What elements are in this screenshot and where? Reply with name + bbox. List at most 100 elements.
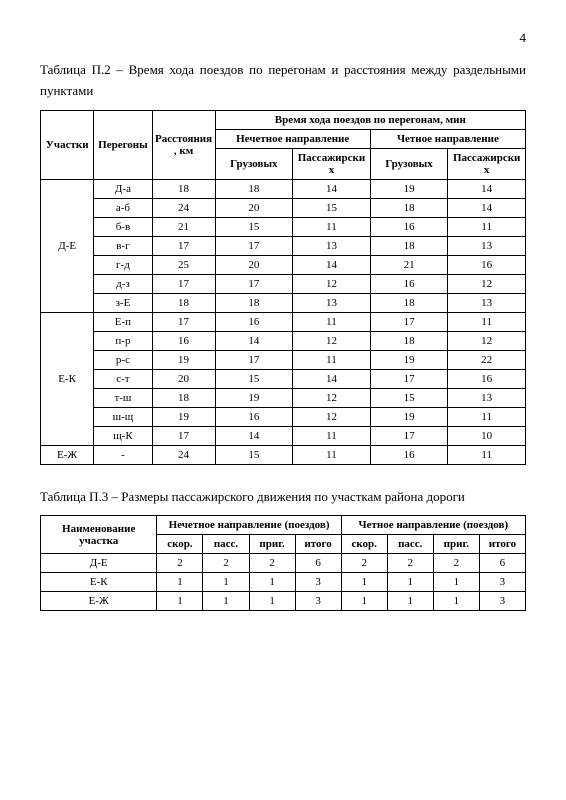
cell: 14 bbox=[293, 255, 371, 274]
cell: 12 bbox=[448, 274, 526, 293]
table-row: в-г1717131813 bbox=[41, 236, 526, 255]
table-row: а-б2420151814 bbox=[41, 198, 526, 217]
cell: 11 bbox=[293, 350, 371, 369]
table-row: ш-щ1916121911 bbox=[41, 407, 526, 426]
cell: 22 bbox=[448, 350, 526, 369]
page-number: 4 bbox=[40, 30, 526, 46]
cell: 19 bbox=[370, 179, 448, 198]
cell: 15 bbox=[215, 217, 293, 236]
cell: 17 bbox=[215, 236, 293, 255]
cell: 10 bbox=[448, 426, 526, 445]
cell: 15 bbox=[370, 388, 448, 407]
cell: 18 bbox=[152, 388, 215, 407]
cell: 11 bbox=[293, 426, 371, 445]
table3: Наименование участка Нечетное направлени… bbox=[40, 515, 526, 611]
cell: р-с bbox=[94, 350, 152, 369]
cell: 13 bbox=[448, 236, 526, 255]
cell: 3 bbox=[295, 573, 341, 592]
cell: б-в bbox=[94, 217, 152, 236]
cell: 11 bbox=[448, 217, 526, 236]
cell: 1 bbox=[249, 573, 295, 592]
cell: 15 bbox=[293, 198, 371, 217]
cell: ш-щ bbox=[94, 407, 152, 426]
cell: 16 bbox=[215, 312, 293, 331]
cell: 11 bbox=[293, 217, 371, 236]
table-row: Е-КЕ-п1716111711 bbox=[41, 312, 526, 331]
cell: 1 bbox=[433, 592, 479, 611]
cell: 18 bbox=[370, 198, 448, 217]
cell: 2 bbox=[203, 554, 249, 573]
th3-even: Четное направление (поездов) bbox=[341, 516, 525, 535]
cell: 14 bbox=[293, 369, 371, 388]
cell: 13 bbox=[293, 293, 371, 312]
th3-total: итого bbox=[295, 535, 341, 554]
cell: з-Е bbox=[94, 293, 152, 312]
cell: 16 bbox=[370, 274, 448, 293]
cell: 19 bbox=[152, 407, 215, 426]
th3-total2: итого bbox=[479, 535, 525, 554]
cell: п-р bbox=[94, 331, 152, 350]
cell: 1 bbox=[341, 573, 387, 592]
th3-pass: пасс. bbox=[203, 535, 249, 554]
cell: 2 bbox=[433, 554, 479, 573]
table-row: Е-Ж-2415111611 bbox=[41, 445, 526, 464]
cell: 11 bbox=[293, 445, 371, 464]
cell: 17 bbox=[152, 236, 215, 255]
cell: 18 bbox=[152, 179, 215, 198]
cell: 12 bbox=[293, 274, 371, 293]
cell: 2 bbox=[341, 554, 387, 573]
cell: 6 bbox=[295, 554, 341, 573]
cell: 6 bbox=[479, 554, 525, 573]
table-row: р-с1917111922 bbox=[41, 350, 526, 369]
cell: 3 bbox=[479, 592, 525, 611]
cell-section: Е-Ж bbox=[41, 445, 94, 464]
cell: 18 bbox=[215, 179, 293, 198]
cell: 18 bbox=[370, 293, 448, 312]
cell: 20 bbox=[215, 198, 293, 217]
th3-fast2: скор. bbox=[341, 535, 387, 554]
cell: 24 bbox=[152, 445, 215, 464]
th-name: Наименование участка bbox=[41, 516, 157, 554]
cell: 20 bbox=[215, 255, 293, 274]
th-distance: Расстояния, км bbox=[152, 110, 215, 179]
cell: 16 bbox=[152, 331, 215, 350]
cell: в-г bbox=[94, 236, 152, 255]
table3-body: Д-Е22262226Е-К11131113Е-Ж11131113 bbox=[41, 554, 526, 611]
table2-body: Д-ЕД-а1818141914а-б2420151814б-в21151116… bbox=[41, 179, 526, 464]
th3-pass2: пасс. bbox=[387, 535, 433, 554]
cell: д-з bbox=[94, 274, 152, 293]
cell: 21 bbox=[152, 217, 215, 236]
cell: 17 bbox=[370, 312, 448, 331]
cell: с-т bbox=[94, 369, 152, 388]
cell: 11 bbox=[293, 312, 371, 331]
cell: 19 bbox=[370, 407, 448, 426]
cell: 18 bbox=[152, 293, 215, 312]
cell: 17 bbox=[152, 274, 215, 293]
table-row: Е-Ж11131113 bbox=[41, 592, 526, 611]
cell: 15 bbox=[215, 445, 293, 464]
cell: 20 bbox=[152, 369, 215, 388]
cell: 2 bbox=[157, 554, 203, 573]
cell: 21 bbox=[370, 255, 448, 274]
th-even: Четное направление bbox=[370, 129, 525, 148]
cell: 19 bbox=[370, 350, 448, 369]
cell: 13 bbox=[448, 293, 526, 312]
cell: 12 bbox=[293, 331, 371, 350]
cell: 17 bbox=[370, 369, 448, 388]
cell: 2 bbox=[387, 554, 433, 573]
cell: 14 bbox=[215, 426, 293, 445]
cell: Д-Е bbox=[41, 554, 157, 573]
cell: - bbox=[94, 445, 152, 464]
table-row: т-ш1819121513 bbox=[41, 388, 526, 407]
cell: 18 bbox=[215, 293, 293, 312]
cell: Е-п bbox=[94, 312, 152, 331]
table-row: с-т2015141716 bbox=[41, 369, 526, 388]
cell: 15 bbox=[215, 369, 293, 388]
cell: 12 bbox=[293, 407, 371, 426]
th-sections: Участки bbox=[41, 110, 94, 179]
cell: 1 bbox=[433, 573, 479, 592]
cell: 16 bbox=[448, 255, 526, 274]
table3-head: Наименование участка Нечетное направлени… bbox=[41, 516, 526, 554]
table-row: б-в2115111611 bbox=[41, 217, 526, 236]
cell: 1 bbox=[249, 592, 295, 611]
